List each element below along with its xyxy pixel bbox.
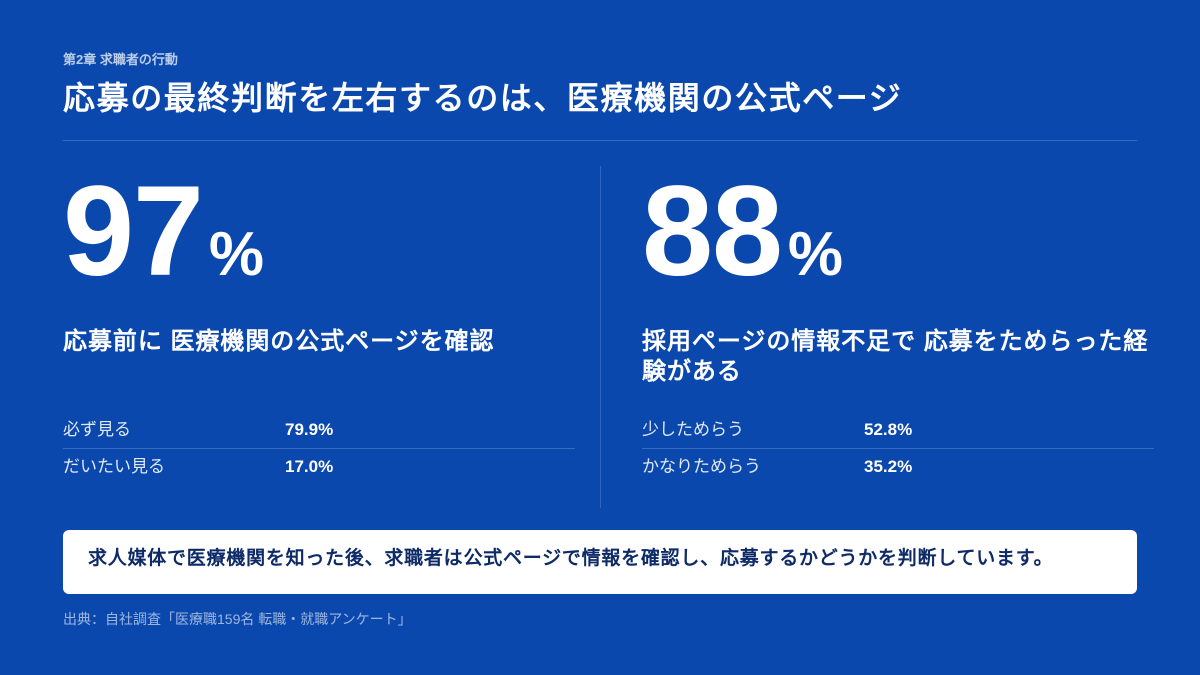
breakdown-list: 少しためらう 52.8% かなりためらう 35.2%: [642, 412, 1154, 485]
source-note: 出典：自社調査「医療職159名 転職・就職アンケート」: [63, 611, 412, 627]
stat-block-website-check: 97 % 応募前に 医療機関の公式ページを確認 必ず見る 79.9% だいたい見…: [63, 168, 575, 498]
breakdown-label: だいたい見る: [63, 457, 165, 476]
stat-figure: 97 %: [63, 168, 264, 296]
stat-block-hesitation: 88 % 採用ページの情報不足で 応募をためらった経験がある 少しためらう 52…: [642, 168, 1154, 498]
stat-caption: 採用ページの情報不足で 応募をためらった経験がある: [642, 328, 1149, 385]
breakdown-value: 52.8%: [864, 420, 913, 439]
breakdown-list: 必ず見る 79.9% だいたい見る 17.0%: [63, 412, 575, 485]
breakdown-row: だいたい見る 17.0%: [63, 448, 575, 485]
breakdown-value: 79.9%: [285, 420, 334, 439]
column-divider: [600, 166, 601, 508]
breakdown-row: 必ず見る 79.9%: [63, 412, 575, 448]
slide-title: 応募の最終判断を左右するのは、医療機関の公式ページ: [63, 80, 903, 116]
breakdown-row: かなりためらう 35.2%: [642, 448, 1154, 485]
breakdown-value: 17.0%: [285, 457, 334, 476]
breakdown-label: 少しためらう: [642, 420, 744, 439]
stat-unit: %: [787, 220, 843, 289]
stat-number: 97: [63, 160, 204, 303]
header-divider: [63, 140, 1137, 141]
summary-text: 求人媒体で医療機関を知った後、求職者は公式ページで情報を確認し、応募するかどうか…: [88, 547, 1054, 569]
stat-figure: 88 %: [642, 168, 843, 296]
summary-box: 求人媒体で医療機関を知った後、求職者は公式ページで情報を確認し、応募するかどうか…: [63, 530, 1137, 594]
breakdown-label: かなりためらう: [642, 457, 761, 476]
stat-number: 88: [642, 160, 783, 303]
breakdown-row: 少しためらう 52.8%: [642, 412, 1154, 448]
breakdown-value: 35.2%: [864, 457, 913, 476]
chapter-label: 第2章 求職者の行動: [63, 52, 178, 67]
stat-unit: %: [208, 220, 264, 289]
breakdown-label: 必ず見る: [63, 420, 131, 439]
stat-caption: 応募前に 医療機関の公式ページを確認: [63, 328, 495, 355]
